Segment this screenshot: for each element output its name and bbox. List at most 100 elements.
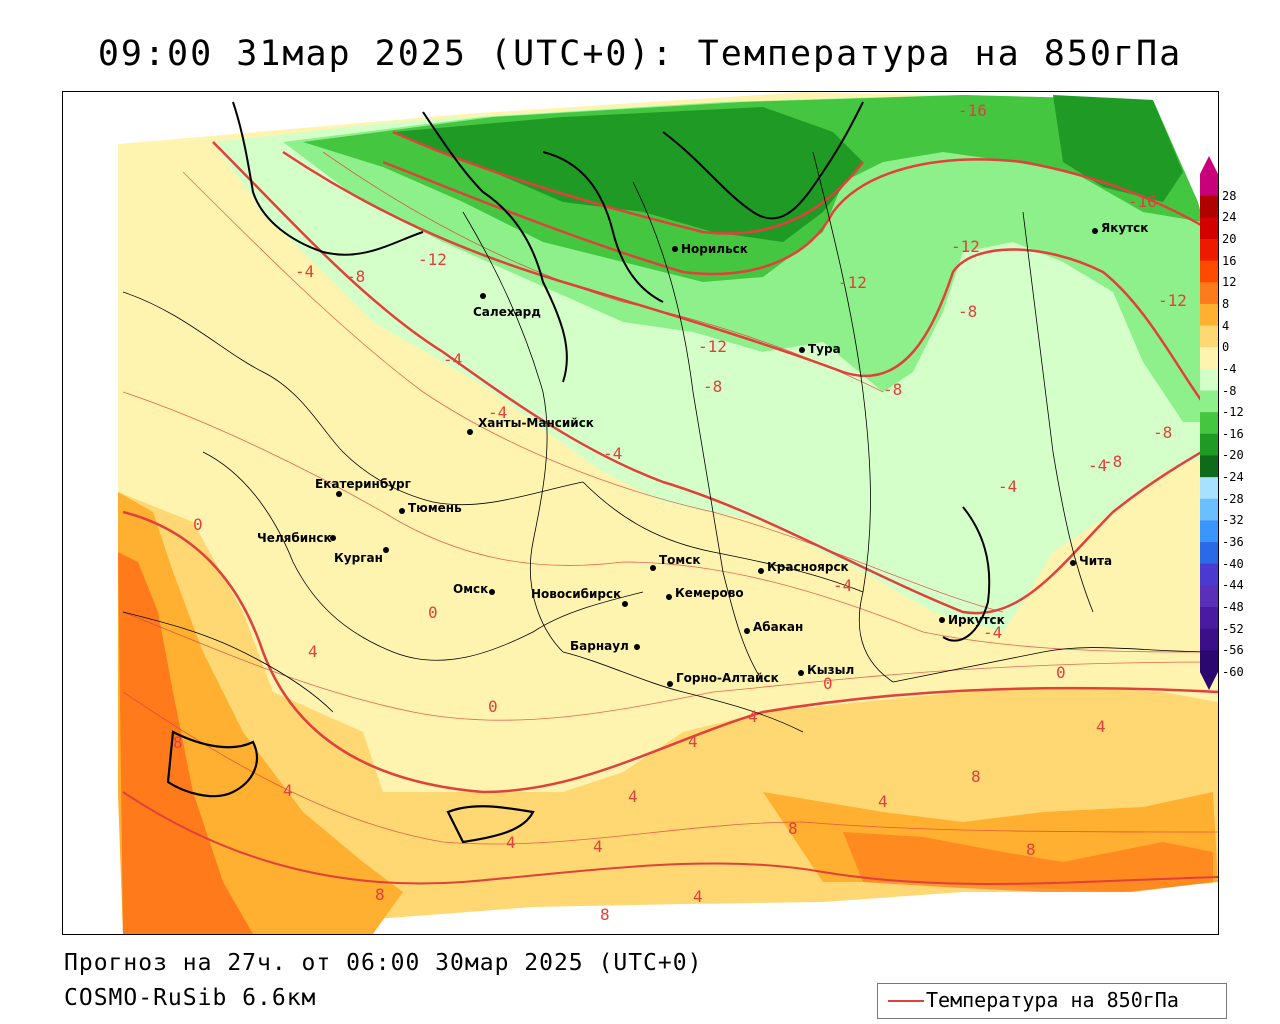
svg-text:-4: -4 <box>603 444 622 463</box>
model-name: COSMO-RuSib 6.6км <box>64 985 317 1011</box>
city-omsk: Омск <box>453 582 488 596</box>
colorbar-swatch <box>1200 195 1218 218</box>
svg-text:8: 8 <box>1026 840 1036 859</box>
svg-text:8: 8 <box>600 905 610 924</box>
coastlines <box>232 101 991 642</box>
svg-text:-8: -8 <box>703 377 722 396</box>
colorbar-tick-label: -44 <box>1222 578 1244 593</box>
city-barnaul: Барнаул <box>570 639 629 653</box>
svg-text:-8: -8 <box>1103 452 1122 471</box>
svg-text:-12: -12 <box>418 250 447 269</box>
svg-text:0: 0 <box>193 515 203 534</box>
svg-text:4: 4 <box>628 787 638 806</box>
legend-label: Температура на 850гПа <box>926 988 1179 1012</box>
colorbar-swatch <box>1200 390 1218 413</box>
city-irkutsk: Иркутск <box>948 613 1005 627</box>
svg-text:0: 0 <box>823 674 833 693</box>
country-borders <box>166 730 535 844</box>
temperature-map: Норильск Якутск Салехард Тура Ханты-Манс… <box>62 91 1219 935</box>
colorbar-tick-label: 16 <box>1222 253 1237 268</box>
field-south-spots <box>843 832 1213 892</box>
isotherms <box>122 130 1218 885</box>
city-kemerovo: Кемерово <box>675 586 744 600</box>
colorbar-swatch <box>1200 368 1218 392</box>
colorbar-tick-label: -24 <box>1222 470 1244 485</box>
colorbar-tick-label: 28 <box>1222 188 1237 203</box>
colorbar-tick-label: 0 <box>1222 340 1230 355</box>
city-gorno-altaysk: Горно-Алтайск <box>676 671 779 685</box>
map-title: 09:00 31мар 2025 (UTC+0): Температура на… <box>97 34 1183 74</box>
colorbar-tick-label: -4 <box>1222 361 1237 376</box>
colorbar-tick-label: -40 <box>1222 556 1244 571</box>
colorbar-tick-label: 24 <box>1222 210 1237 225</box>
colorbar-swatch <box>1200 563 1218 586</box>
colorbar-tick-label: -8 <box>1222 383 1237 398</box>
city-kyzyl: Кызыл <box>807 663 854 677</box>
colorbar-swatch <box>1200 542 1218 565</box>
colorbar-swatch <box>1200 347 1218 370</box>
colorbar-swatch <box>1200 477 1218 500</box>
colorbar-swatch <box>1200 303 1218 327</box>
field-12-16 <box>118 552 253 934</box>
colorbar-tick-label: -16 <box>1222 426 1244 441</box>
forecast-text: Прогноз на 27ч. от 06:00 30мар 2025 (UTC… <box>64 950 703 976</box>
colorbar-swatch <box>1200 628 1218 651</box>
svg-text:8: 8 <box>788 819 798 838</box>
city-kurgan: Курган <box>334 551 383 565</box>
city-chelyabinsk: Челябинск <box>257 531 332 545</box>
svg-text:4: 4 <box>748 707 758 726</box>
city-markers: Норильск Якутск Салехард Тура Ханты-Манс… <box>257 221 1148 687</box>
colorbar-tick-label: 12 <box>1222 275 1237 290</box>
field-m16-m20 <box>393 107 863 242</box>
city-yakutsk: Якутск <box>1101 221 1148 235</box>
svg-text:-12: -12 <box>1158 291 1187 310</box>
colorbar-tick-label: -48 <box>1222 600 1244 615</box>
svg-text:4: 4 <box>506 833 516 852</box>
isotherm-labels: -16 -16 -12 -12 -12 -12 -12 -8 -8 -8 -8 … <box>173 101 1187 924</box>
svg-text:4: 4 <box>283 781 293 800</box>
colorbar-swatch <box>1200 412 1218 435</box>
legend-line-swatch <box>888 1000 924 1002</box>
svg-text:-4: -4 <box>1088 456 1107 475</box>
colorbar <box>1200 156 1218 690</box>
colorbar-swatch <box>1200 585 1218 608</box>
colorbar-bottom-arrow <box>1200 672 1218 690</box>
colorbar-swatch <box>1200 607 1218 630</box>
svg-text:4: 4 <box>1096 717 1106 736</box>
svg-text:-4: -4 <box>983 623 1002 642</box>
city-abakan: Абакан <box>753 620 803 634</box>
colorbar-swatch <box>1200 174 1218 197</box>
colorbar-swatch <box>1200 217 1218 240</box>
svg-text:8: 8 <box>375 885 385 904</box>
city-tura: Тура <box>808 342 841 356</box>
svg-text:-4: -4 <box>998 477 1017 496</box>
colorbar-swatch <box>1200 455 1218 478</box>
svg-text:-8: -8 <box>883 380 902 399</box>
colorbar-tick-label: -20 <box>1222 448 1244 463</box>
svg-text:4: 4 <box>688 732 698 751</box>
colorbar-tick-label: 8 <box>1222 296 1230 311</box>
svg-text:8: 8 <box>173 733 183 752</box>
colorbar-tick-label: -56 <box>1222 643 1244 658</box>
colorbar-tick-label: -52 <box>1222 621 1244 636</box>
legend: Температура на 850гПа <box>877 983 1227 1019</box>
svg-text:4: 4 <box>593 837 603 856</box>
colorbar-tick-label: 20 <box>1222 231 1237 246</box>
svg-text:-4: -4 <box>488 403 507 422</box>
city-norilsk: Норильск <box>681 242 748 256</box>
colorbar-tick-label: -12 <box>1222 405 1244 420</box>
svg-text:0: 0 <box>488 697 498 716</box>
colorbar-tick-label: -32 <box>1222 513 1244 528</box>
colorbar-swatch <box>1200 520 1218 543</box>
svg-text:-4: -4 <box>443 350 462 369</box>
colorbar-swatch <box>1200 325 1218 348</box>
colorbar-swatch <box>1200 282 1218 305</box>
colorbar-tick-label: -36 <box>1222 535 1244 550</box>
colorbar-tick-label: -28 <box>1222 491 1244 506</box>
colorbar-swatch <box>1200 650 1218 673</box>
city-tyumen: Тюмень <box>408 501 462 515</box>
colorbar-swatch <box>1200 433 1218 456</box>
field-m16-m20-east <box>1053 95 1183 202</box>
svg-text:0: 0 <box>1056 663 1066 682</box>
svg-text:-12: -12 <box>698 337 727 356</box>
